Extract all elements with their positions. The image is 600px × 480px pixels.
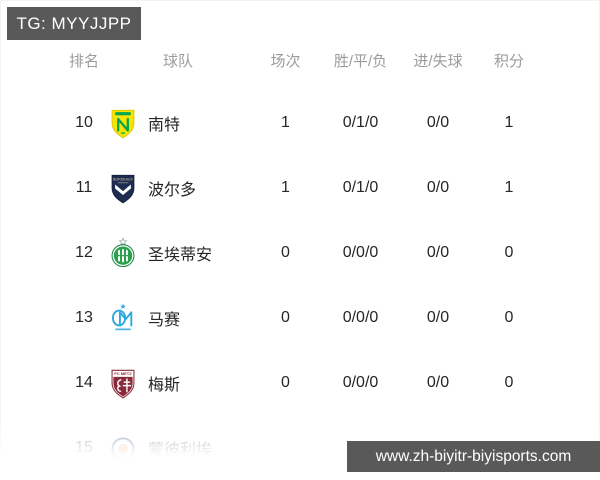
matches-cell: 0 [281,243,290,261]
header-points: 积分 [493,52,524,70]
goals-cell: 0/0 [426,178,450,196]
header-rank: 排名 [68,52,99,70]
table-header-row: 排名 球队 场次 胜/平/负 进/失球 积分 [60,30,540,90]
team-name: 梅斯 [148,376,181,394]
matches-cell: 0 [281,373,290,391]
table-row[interactable]: 12 圣埃蒂安 0 [60,220,540,285]
website-watermark-badge: www.zh-biyitr-biyisports.com [347,441,600,472]
goals-cell: 0/0 [426,243,450,261]
points-cell: 1 [504,113,514,131]
rank-cell: 12 [75,243,93,261]
team-name: 圣埃蒂安 [148,246,213,264]
header-matches: 场次 [270,52,301,70]
bordeaux-crest-icon: BORDEAUX [108,171,138,205]
points-cell: 1 [504,178,514,196]
goals-cell: 0/0 [426,113,450,131]
team-name: 波尔多 [148,181,197,199]
wdl-cell: 0/1/0 [342,178,379,196]
wdl-cell: 0/0/0 [342,308,379,326]
team-name: 蒙彼利埃 [148,441,213,459]
rank-cell: 15 [75,438,93,456]
svg-text:FC METZ: FC METZ [114,370,132,375]
team-name: 南特 [148,116,181,134]
nantes-crest-icon [108,106,138,140]
rank-cell: 11 [75,178,93,196]
header-goals: 进/失球 [413,52,463,70]
matches-cell: 1 [281,178,290,196]
website-watermark-text: www.zh-biyitr-biyisports.com [375,447,572,465]
svg-text:BORDEAUX: BORDEAUX [113,177,133,181]
matches-cell: 1 [281,113,290,131]
rank-cell: 14 [75,373,93,391]
goals-cell: 0/0 [426,308,450,326]
points-cell: 0 [504,308,514,326]
header-wdl: 胜/平/负 [333,52,388,70]
goals-cell: 0/0 [426,373,450,391]
montpellier-crest-icon [108,431,138,465]
telegram-watermark-badge: TG: MYYJJPP [7,7,141,40]
rank-cell: 13 [75,308,93,326]
table-row[interactable]: 13 马赛 0 0/0/0 0/0 0 [60,285,540,350]
table-row[interactable]: 11 BORDEAUX 波尔多 1 0/1/0 0/0 1 [60,155,540,220]
matches-cell: 0 [281,308,290,326]
table-row[interactable]: 10 南特 1 0/1/0 0/0 1 [60,90,540,155]
header-team: 球队 [162,52,193,70]
metz-crest-icon: FC METZ [108,366,138,400]
wdl-cell: 0/0/0 [342,373,379,391]
points-cell: 0 [504,373,514,391]
rank-cell: 10 [75,113,93,131]
standings-table: 排名 球队 场次 胜/平/负 进/失球 积分 10 南特 [60,30,540,480]
saint-etienne-crest-icon [108,236,138,270]
table-row[interactable]: 14 FC METZ 梅斯 [60,350,540,415]
telegram-watermark-text: TG: MYYJJPP [16,13,132,33]
wdl-cell: 0/1/0 [342,113,379,131]
wdl-cell: 0/0/0 [342,243,379,261]
marseille-crest-icon [108,301,138,335]
points-cell: 0 [504,243,514,261]
team-name: 马赛 [148,311,181,329]
